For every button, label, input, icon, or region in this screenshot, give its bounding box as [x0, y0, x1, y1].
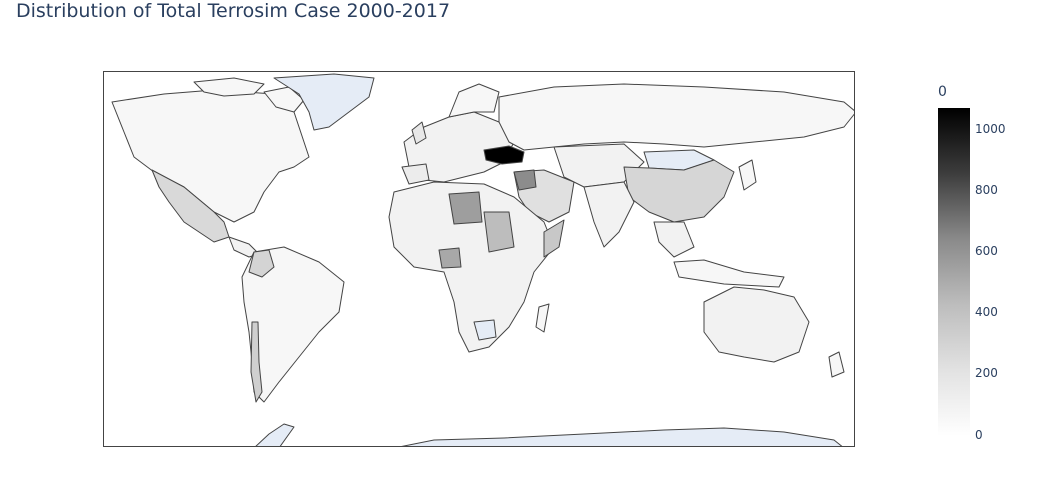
region-new-zealand[interactable]	[828, 351, 845, 378]
region-arctic-islands[interactable]	[193, 77, 265, 97]
region-madagascar[interactable]	[535, 303, 550, 333]
region-africa[interactable]	[388, 181, 555, 353]
colorbar-tick: 400	[975, 305, 998, 319]
region-syria-iraq[interactable]	[513, 169, 537, 191]
region-colombia[interactable]	[248, 249, 275, 278]
region-iberia[interactable]	[401, 163, 430, 185]
region-ukraine[interactable]	[483, 145, 525, 165]
region-australia[interactable]	[703, 286, 810, 363]
region-greenland[interactable]	[273, 73, 375, 131]
region-china[interactable]	[623, 159, 735, 223]
region-baffin[interactable]	[263, 86, 305, 113]
region-libya[interactable]	[448, 191, 483, 225]
colorbar-title: 0	[938, 84, 947, 100]
colorbar-tick: 0	[975, 428, 983, 442]
region-north-america[interactable]	[111, 89, 310, 223]
region-indonesia[interactable]	[673, 259, 785, 288]
region-india[interactable]	[583, 181, 635, 248]
choropleth-map[interactable]	[103, 71, 855, 447]
region-japan[interactable]	[738, 159, 757, 191]
region-russia[interactable]	[498, 83, 855, 151]
region-uk[interactable]	[411, 121, 427, 145]
colorbar-tick: 200	[975, 366, 998, 380]
region-chile[interactable]	[250, 321, 263, 403]
colorbar-tick: 1000	[975, 122, 1006, 136]
colorbar-tick: 800	[975, 183, 998, 197]
region-mexico[interactable]	[151, 169, 230, 243]
chart-title: Distribution of Total Terrosim Case 2000…	[16, 0, 451, 22]
region-nigeria[interactable]	[438, 247, 462, 269]
region-antarctic-peninsula[interactable]	[254, 423, 295, 447]
colorbar-tick: 600	[975, 244, 998, 258]
colorbar	[938, 108, 970, 436]
region-southeast-asia[interactable]	[653, 221, 695, 258]
region-sudan[interactable]	[483, 211, 515, 253]
world-map-svg	[111, 73, 855, 447]
region-antarctica[interactable]	[394, 427, 844, 447]
region-south-africa[interactable]	[473, 319, 497, 341]
region-somalia[interactable]	[543, 219, 565, 258]
region-south-america[interactable]	[241, 246, 345, 403]
region-scandinavia[interactable]	[448, 83, 500, 118]
